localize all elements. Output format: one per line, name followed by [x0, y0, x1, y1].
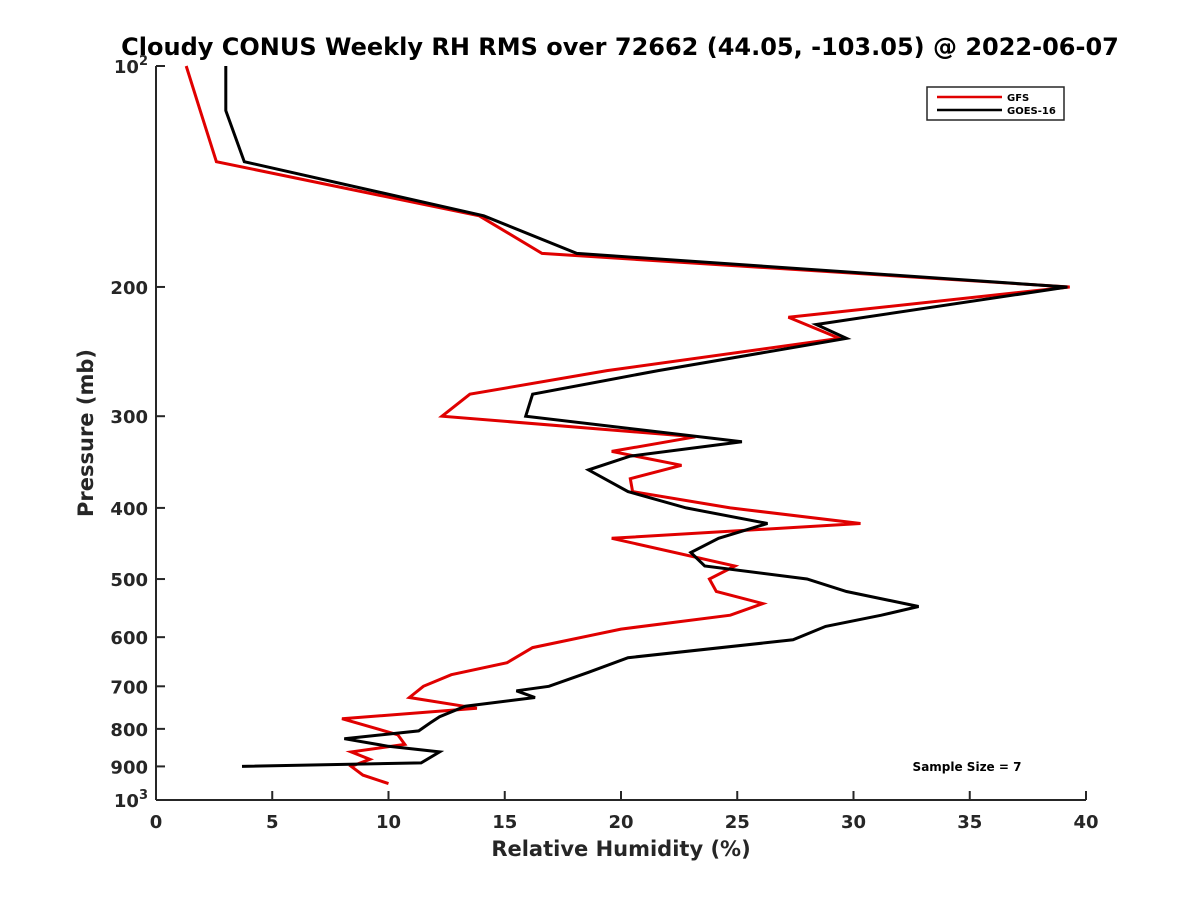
y-tick-label: 700: [110, 677, 148, 698]
sample-size-annotation: Sample Size = 7: [913, 760, 1022, 774]
x-tick-label: 30: [841, 812, 866, 833]
y-tick-label: 103: [114, 788, 148, 812]
y-tick-label: 900: [110, 757, 148, 778]
x-tick-label: 20: [608, 812, 633, 833]
y-tick-label: 400: [110, 499, 148, 520]
axes-layer: [155, 66, 1086, 801]
legend-label-gfs: GFS: [1007, 93, 1029, 104]
x-tick-label: 5: [266, 812, 279, 833]
chart-title: Cloudy CONUS Weekly RH RMS over 72662 (4…: [121, 33, 1119, 61]
x-tick-label: 0: [150, 812, 163, 833]
series-line-gfs: [184, 65, 1070, 786]
x-tick-label: 25: [725, 812, 750, 833]
legend-label-goes16: GOES-16: [1007, 106, 1056, 117]
x-tick-label: 10: [376, 812, 401, 833]
y-tick-label: 600: [110, 628, 148, 649]
series-line-goes16: [224, 66, 1068, 768]
y-tick-label: 200: [110, 278, 148, 299]
x-tick-label: 15: [492, 812, 517, 833]
y-axis-label: Pressure (mb): [74, 349, 98, 517]
x-tick-label: 35: [957, 812, 982, 833]
x-ticks: 0 5 10 15 20 25 30 35 40: [150, 791, 1099, 833]
y-tick-label: 500: [110, 570, 148, 591]
y-ticks: 102 200 300 400 500 600 700 800 900 103: [110, 54, 165, 812]
y-tick-label: 800: [110, 720, 148, 741]
legend-box: [926, 86, 1065, 121]
series-layer: [184, 65, 1070, 786]
x-tick-label: 40: [1073, 812, 1098, 833]
y-tick-label: 102: [114, 54, 148, 78]
y-tick-label: 300: [110, 407, 148, 428]
x-axis-label: Relative Humidity (%): [491, 837, 750, 861]
legend: GFS GOES-16: [926, 86, 1065, 121]
